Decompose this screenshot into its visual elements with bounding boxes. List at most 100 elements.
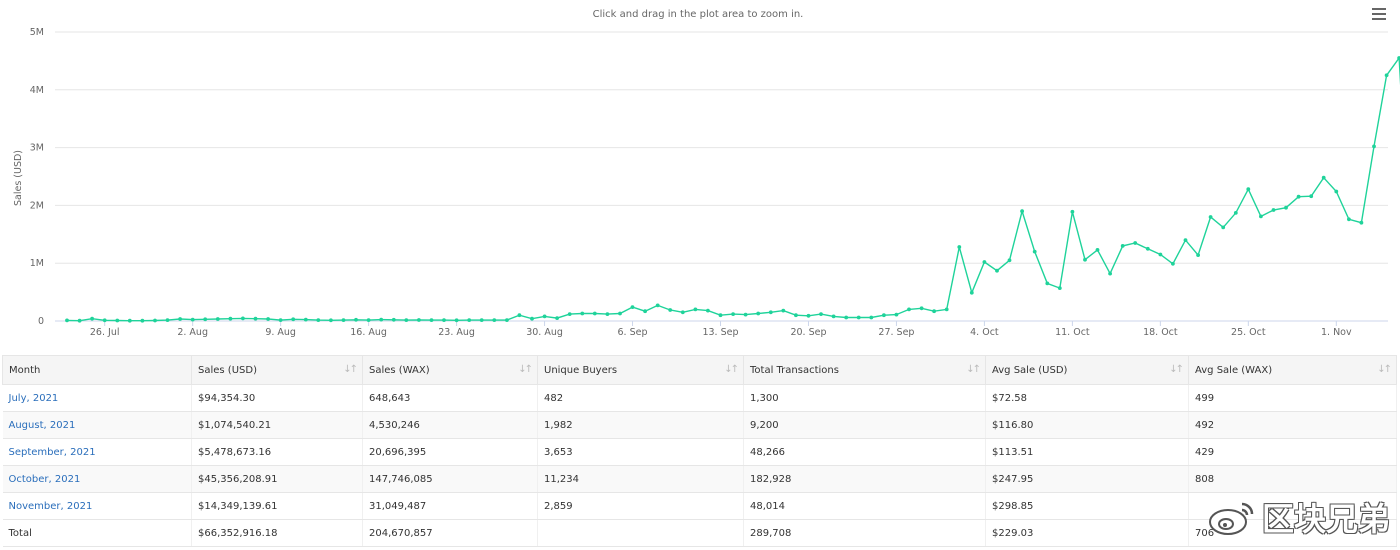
series-line[interactable] — [66, 55, 1400, 322]
data-point[interactable] — [190, 317, 195, 322]
data-point[interactable] — [354, 317, 358, 322]
data-point[interactable] — [1208, 215, 1213, 219]
data-point[interactable] — [655, 303, 660, 308]
data-point[interactable] — [77, 318, 82, 323]
hamburger-menu-icon[interactable] — [1372, 8, 1386, 20]
data-point[interactable] — [454, 318, 459, 323]
data-point[interactable] — [756, 311, 761, 316]
data-point[interactable] — [592, 311, 597, 316]
data-point[interactable] — [743, 312, 748, 317]
month-link[interactable]: August, 2021 — [2, 411, 192, 439]
data-point[interactable] — [907, 307, 911, 312]
data-point[interactable] — [65, 318, 69, 323]
sort-arrows-icon[interactable]: ↓↑ — [343, 364, 358, 375]
month-link[interactable]: November, 2021 — [2, 492, 192, 520]
data-point[interactable] — [153, 318, 157, 323]
data-point[interactable] — [731, 312, 735, 316]
data-point[interactable] — [404, 318, 409, 322]
col-header-sales-wax[interactable]: Sales (WAX) ↓↑ — [362, 355, 538, 385]
data-point[interactable] — [1171, 261, 1175, 266]
data-point[interactable] — [316, 318, 321, 322]
data-point[interactable] — [542, 314, 547, 319]
data-point[interactable] — [819, 312, 823, 316]
data-point[interactable] — [391, 317, 396, 322]
sort-arrows-icon[interactable]: ↓↑ — [966, 364, 981, 375]
col-header-avg-sale-wax[interactable]: Avg Sale (WAX) ↓↑ — [1188, 355, 1397, 385]
col-header-total-transactions[interactable]: Total Transactions ↓↑ — [743, 355, 986, 385]
month-link[interactable]: July, 2021 — [2, 384, 192, 412]
data-point[interactable] — [555, 316, 559, 320]
data-point[interactable] — [567, 312, 572, 316]
data-point[interactable] — [944, 307, 949, 312]
data-point[interactable] — [1309, 194, 1314, 199]
data-point[interactable] — [1020, 209, 1024, 214]
data-point[interactable] — [630, 305, 635, 309]
data-point[interactable] — [479, 318, 484, 322]
data-point[interactable] — [668, 308, 673, 312]
data-point[interactable] — [102, 318, 107, 323]
data-point[interactable] — [253, 316, 258, 321]
sort-arrows-icon[interactable]: ↓↑ — [518, 364, 533, 375]
data-point[interactable] — [228, 316, 233, 321]
col-header-sales-usd[interactable]: Sales (USD) ↓↑ — [191, 355, 363, 385]
data-point[interactable] — [1108, 271, 1112, 276]
data-point[interactable] — [894, 312, 899, 317]
data-point[interactable] — [140, 318, 145, 323]
data-point[interactable] — [605, 312, 610, 316]
data-point[interactable] — [1183, 238, 1188, 243]
data-point[interactable] — [1145, 246, 1150, 251]
sort-arrows-icon[interactable]: ↓↑ — [724, 364, 739, 375]
data-point[interactable] — [869, 315, 874, 320]
series-sales-usd[interactable] — [65, 55, 1400, 323]
month-link[interactable]: September, 2021 — [2, 438, 192, 466]
data-point[interactable] — [417, 318, 421, 322]
sort-arrows-icon[interactable]: ↓↑ — [1377, 364, 1392, 375]
data-point[interactable] — [1347, 217, 1351, 222]
data-point[interactable] — [1120, 244, 1125, 248]
data-point[interactable] — [643, 309, 647, 314]
data-point[interactable] — [492, 318, 497, 322]
data-point[interactable] — [1284, 205, 1288, 210]
data-point[interactable] — [178, 317, 183, 321]
data-point[interactable] — [794, 313, 798, 318]
data-point[interactable] — [278, 318, 283, 322]
data-point[interactable] — [1007, 258, 1012, 263]
data-point[interactable] — [203, 317, 208, 322]
data-point[interactable] — [1372, 144, 1376, 149]
col-header-avg-sale-usd[interactable]: Avg Sale (USD) ↓↑ — [985, 355, 1189, 385]
data-point[interactable] — [115, 318, 120, 323]
data-point[interactable] — [1196, 253, 1200, 257]
data-point[interactable] — [429, 318, 434, 322]
data-point[interactable] — [806, 313, 811, 318]
data-point[interactable] — [1384, 73, 1389, 78]
col-header-unique-buyers[interactable]: Unique Buyers ↓↑ — [537, 355, 744, 385]
data-point[interactable] — [1045, 281, 1050, 286]
data-point[interactable] — [505, 318, 509, 322]
data-point[interactable] — [1359, 220, 1364, 225]
data-point[interactable] — [530, 316, 534, 321]
data-point[interactable] — [266, 317, 270, 321]
data-point[interactable] — [618, 311, 622, 316]
data-point[interactable] — [995, 268, 999, 273]
data-point[interactable] — [919, 306, 924, 311]
sort-arrows-icon[interactable]: ↓↑ — [1169, 364, 1184, 375]
data-point[interactable] — [341, 318, 346, 322]
data-point[interactable] — [165, 318, 170, 322]
data-point[interactable] — [969, 290, 974, 295]
data-point[interactable] — [856, 315, 861, 320]
data-point[interactable] — [718, 313, 723, 318]
data-point[interactable] — [882, 313, 886, 318]
data-point[interactable] — [680, 310, 685, 315]
data-point[interactable] — [1133, 241, 1138, 245]
data-point[interactable] — [1221, 225, 1226, 230]
data-point[interactable] — [329, 318, 333, 323]
data-point[interactable] — [693, 307, 698, 312]
data-point[interactable] — [127, 318, 132, 323]
data-point[interactable] — [1296, 194, 1301, 199]
data-point[interactable] — [1032, 249, 1037, 254]
data-point[interactable] — [1397, 56, 1400, 60]
data-point[interactable] — [1070, 209, 1075, 214]
data-point[interactable] — [1246, 187, 1251, 192]
data-point[interactable] — [1233, 211, 1238, 215]
data-point[interactable] — [379, 317, 384, 322]
